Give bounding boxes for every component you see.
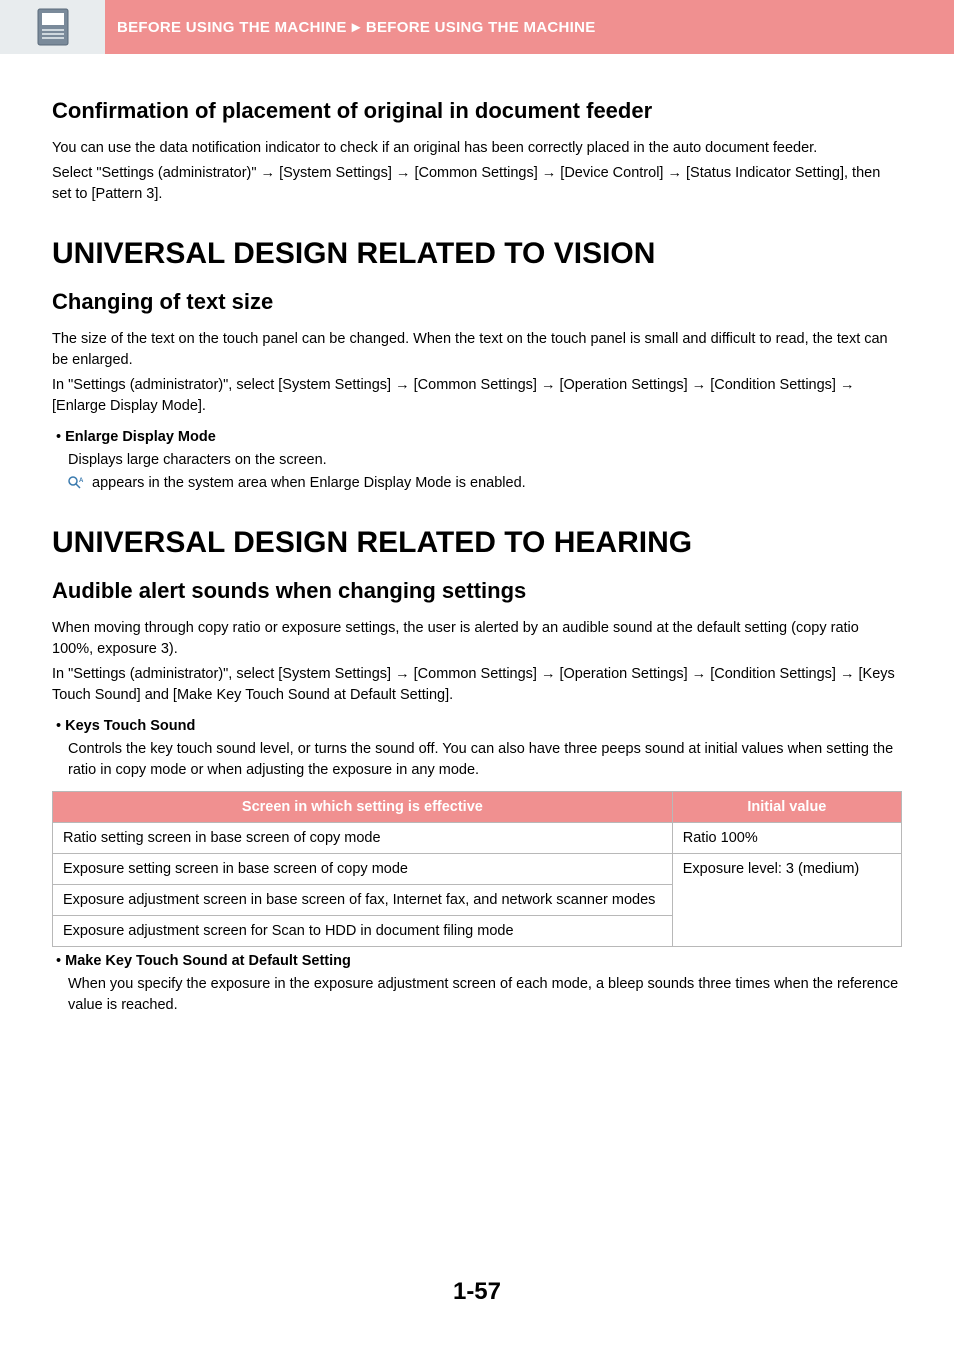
section2-main-heading: UNIVERSAL DESIGN RELATED TO VISION xyxy=(52,237,902,271)
svg-text:A: A xyxy=(79,478,84,484)
breadcrumb-right: BEFORE USING THE MACHINE xyxy=(366,19,596,36)
section2-bullet-line1: Displays large characters on the screen. xyxy=(52,450,902,471)
table-header-right: Initial value xyxy=(672,792,901,823)
section3-bullet1: • Keys Touch Sound xyxy=(52,716,902,737)
breadcrumb-left: BEFORE USING THE MACHINE xyxy=(117,19,347,36)
bullet-title: Enlarge Display Mode xyxy=(65,429,216,445)
section3-bullet2: • Make Key Touch Sound at Default Settin… xyxy=(52,951,902,972)
section2-bullet-line2-text: appears in the system area when Enlarge … xyxy=(88,475,526,491)
banner-icon-section xyxy=(0,0,105,54)
settings-table: Screen in which setting is effective Ini… xyxy=(52,791,902,947)
table-header-left: Screen in which setting is effective xyxy=(53,792,673,823)
section1-p1: You can use the data notification indica… xyxy=(52,138,902,159)
section2-p2: In "Settings (administrator)", select [S… xyxy=(52,375,902,417)
bullet1-title: Keys Touch Sound xyxy=(65,718,195,734)
table-cell-screen: Exposure adjustment screen in base scree… xyxy=(53,885,673,916)
section3-main-heading: UNIVERSAL DESIGN RELATED TO HEARING xyxy=(52,526,902,560)
table-cell-screen: Exposure setting screen in base screen o… xyxy=(53,854,673,885)
section2-sub-heading: Changing of text size xyxy=(52,289,902,315)
enlarge-mode-icon: A xyxy=(68,476,84,490)
document-icon xyxy=(36,7,70,47)
section2-bullet-line2: A appears in the system area when Enlarg… xyxy=(52,473,902,494)
table-cell-screen: Exposure adjustment screen for Scan to H… xyxy=(53,916,673,947)
table-cell-value: Exposure level: 3 (medium) xyxy=(672,854,901,947)
section3-p1: When moving through copy ratio or exposu… xyxy=(52,618,902,660)
top-banner: BEFORE USING THE MACHINE►BEFORE USING TH… xyxy=(0,0,954,54)
section2-bullet: • Enlarge Display Mode xyxy=(52,427,902,448)
section2-p1: The size of the text on the touch panel … xyxy=(52,329,902,371)
table-cell-value: Ratio 100% xyxy=(672,823,901,854)
section3-p2: In "Settings (administrator)", select [S… xyxy=(52,664,902,706)
page-content: Confirmation of placement of original in… xyxy=(0,54,954,1016)
breadcrumb: BEFORE USING THE MACHINE►BEFORE USING TH… xyxy=(117,19,596,36)
page-number: 1-57 xyxy=(0,1278,954,1306)
bullet2-title: Make Key Touch Sound at Default Setting xyxy=(65,953,351,969)
table-cell-screen: Ratio setting screen in base screen of c… xyxy=(53,823,673,854)
table-row: Ratio setting screen in base screen of c… xyxy=(53,823,902,854)
banner-text-section: BEFORE USING THE MACHINE►BEFORE USING TH… xyxy=(105,0,954,54)
section3-sub-heading: Audible alert sounds when changing setti… xyxy=(52,578,902,604)
table-row: Exposure setting screen in base screen o… xyxy=(53,854,902,885)
breadcrumb-arrow: ► xyxy=(349,19,364,36)
section3-bullet2-body: When you specify the exposure in the exp… xyxy=(52,974,902,1016)
section1-p2: Select "Settings (administrator)" → [Sys… xyxy=(52,163,902,205)
section1-heading: Confirmation of placement of original in… xyxy=(52,98,902,124)
section3-bullet1-body: Controls the key touch sound level, or t… xyxy=(52,739,902,781)
